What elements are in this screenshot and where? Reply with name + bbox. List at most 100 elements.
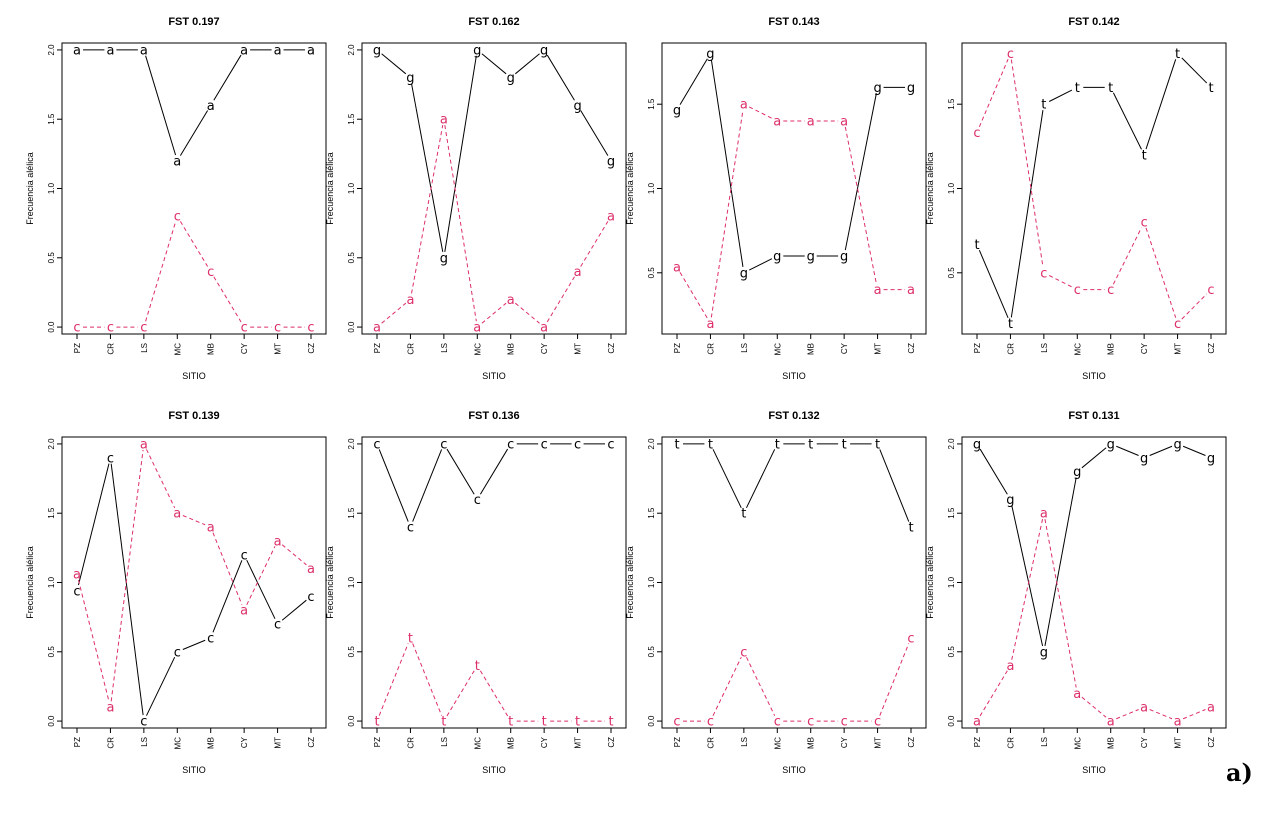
chart-title: FST 0.142 (1068, 16, 1119, 28)
data-point: c (174, 645, 181, 660)
data-point: c (740, 645, 747, 660)
data-point: t (908, 521, 913, 536)
chart-panel-3: FST 0.143 0.5 1.0 1.5 PZ CR LS MC MB CY MT CZ SITIO F… (625, 16, 927, 381)
x-tick-label: PZ (73, 343, 82, 353)
chart-title: FST 0.139 (168, 410, 219, 422)
data-point: a (840, 115, 848, 130)
chart-panel-1: FST 0.197 0.0 0.5 1.0 1.5 2.0 PZ CR LS MC MB CY MT CZ… (25, 16, 327, 381)
data-point: g (907, 81, 915, 96)
data-point: g (473, 43, 481, 58)
series-line-segment (844, 93, 877, 251)
y-tick-label: 1.0 (947, 182, 956, 194)
data-point: g (706, 47, 714, 62)
series-line-segment (712, 656, 742, 716)
series-line-segment (844, 126, 877, 284)
x-tick-label: CR (106, 343, 115, 355)
series-line-segment (412, 643, 443, 716)
x-tick-label: PZ (673, 737, 682, 747)
x-tick-label: CR (1006, 343, 1015, 355)
data-point: a (1140, 701, 1148, 716)
data-point: c (207, 265, 214, 280)
series-line-segment (1081, 447, 1107, 469)
data-point: t (775, 437, 780, 452)
x-tick-label: MC (773, 737, 782, 750)
data-point: a (73, 43, 81, 58)
y-axis-label: Frecuencia alélica (625, 152, 635, 225)
x-tick-label: CY (240, 342, 249, 354)
data-point: g (873, 81, 881, 96)
series-1: g g g g g g g g (673, 47, 915, 281)
x-tick-label: MT (574, 737, 583, 749)
series-line-segment (679, 58, 708, 105)
data-point: a (673, 261, 681, 276)
x-tick-label: CR (106, 737, 115, 749)
data-point: c (73, 321, 80, 336)
data-point: c (373, 437, 380, 452)
y-tick-label: 1.0 (947, 576, 956, 588)
series-line-segment (515, 302, 540, 324)
y-tick-label: 0.0 (47, 321, 56, 333)
y-tick-label: 2.0 (947, 438, 956, 450)
data-point: g (1040, 645, 1048, 660)
chart-title: FST 0.162 (468, 16, 519, 28)
data-point: c (207, 631, 214, 646)
data-point: g (406, 71, 414, 86)
series-line-segment (515, 53, 540, 75)
data-point: c (407, 521, 414, 536)
series-line-segment (145, 221, 177, 322)
data-point: c (107, 321, 114, 336)
data-point: a (173, 154, 181, 169)
y-axis-label: Frecuencia alélica (25, 152, 35, 225)
y-tick-label: 0.0 (647, 715, 656, 727)
data-point: a (807, 115, 815, 130)
series-line-segment (1182, 709, 1206, 720)
panel-label: a) (1226, 758, 1253, 787)
x-tick-label: MB (807, 343, 816, 355)
data-point: c (1107, 283, 1114, 298)
chart-title: FST 0.132 (768, 410, 819, 422)
series-line-segment (1112, 227, 1142, 285)
series-line-segment (1149, 445, 1173, 456)
series-line-segment (546, 54, 575, 101)
y-tick-label: 2.0 (47, 44, 56, 56)
y-tick-label: 1.5 (947, 98, 956, 110)
data-point: c (174, 210, 181, 225)
series-line-segment (710, 110, 744, 318)
x-tick-label: LS (1040, 737, 1049, 747)
x-tick-label: LS (440, 343, 449, 353)
series-line-segment (1116, 445, 1139, 456)
y-tick-label: 1.0 (47, 182, 56, 194)
series-2: c c c c c c c c (673, 631, 914, 729)
data-point: a (140, 43, 148, 58)
series-line-segment (1044, 477, 1077, 646)
data-point: a (1207, 701, 1215, 716)
series-line-segment (213, 276, 242, 323)
plot-frame (361, 436, 627, 729)
series-line-segment (77, 579, 110, 702)
y-tick-label: 0.5 (47, 252, 56, 264)
y-tick-label: 2.0 (47, 438, 56, 450)
y-axis-label: Frecuencia alélica (625, 546, 635, 619)
data-point: t (475, 659, 480, 674)
x-tick-label: CY (840, 342, 849, 354)
y-axis-label: Frecuencia alélica (25, 546, 35, 619)
x-axis-label: SITIO (482, 765, 506, 775)
data-point: a (240, 43, 248, 58)
series-line-segment (179, 110, 209, 156)
x-tick-label: LS (740, 343, 749, 353)
series-1: g g g g g g g g (373, 43, 615, 266)
x-axis-label: SITIO (1082, 765, 1106, 775)
x-axis-label: SITIO (782, 371, 806, 381)
y-tick-label: 1.5 (47, 507, 56, 519)
series-line-segment (979, 448, 1008, 495)
series-line-segment (145, 55, 177, 156)
chart-panel-7: FST 0.132 0.0 0.5 1.0 1.5 2.0 PZ CR LS MC MB CY MT CZ… (625, 410, 927, 775)
data-point: t (842, 437, 847, 452)
data-point: t (374, 715, 379, 730)
x-tick-label: MT (274, 343, 283, 355)
series-line-segment (748, 106, 773, 119)
data-point: t (674, 437, 679, 452)
x-tick-label: PZ (373, 737, 382, 747)
series-line-segment (110, 449, 144, 702)
y-tick-label: 0.5 (47, 646, 56, 658)
